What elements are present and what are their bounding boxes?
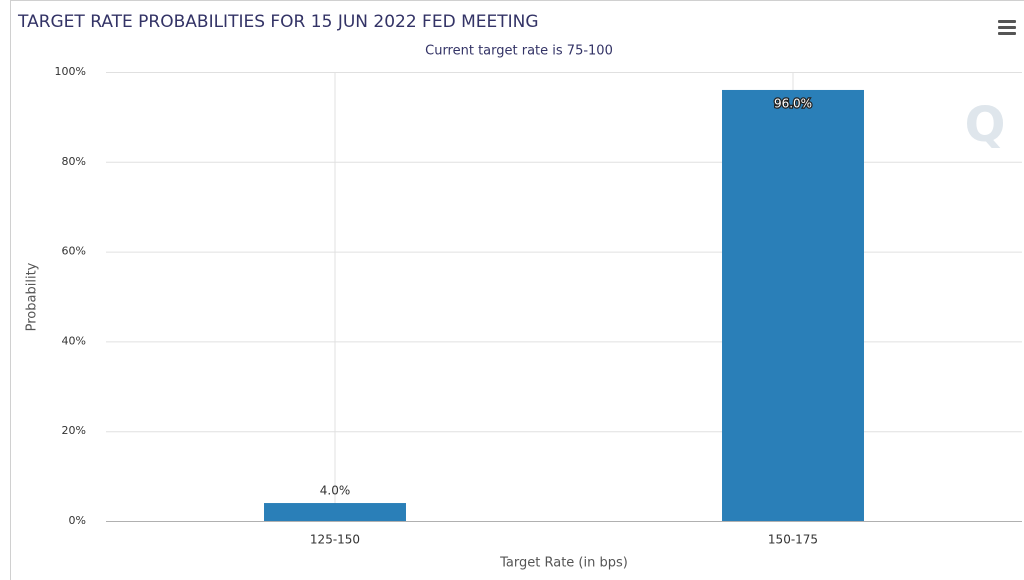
- y-tick-label: 20%: [62, 424, 86, 437]
- bar: [722, 89, 864, 522]
- logo: Q: [965, 97, 1006, 153]
- x-axis-label: Target Rate (in bps): [499, 556, 628, 571]
- chart-subtitle: Current target rate is 75-100: [425, 44, 613, 59]
- data-label: 96.0%: [774, 96, 812, 110]
- y-axis-label: Probability: [25, 262, 40, 331]
- y-tick-label: 40%: [62, 334, 86, 347]
- x-tick-label: 150-175: [768, 533, 818, 547]
- y-tick-label: 60%: [62, 245, 86, 258]
- menu-button[interactable]: [998, 20, 1016, 35]
- menu-bar[interactable]: [998, 32, 1016, 35]
- y-tick-label: 80%: [62, 155, 86, 168]
- chart-title: TARGET RATE PROBABILITIES FOR 15 JUN 202…: [17, 12, 539, 32]
- menu-bar[interactable]: [998, 20, 1016, 23]
- y-tick-label: 100%: [55, 65, 86, 78]
- menu-bar[interactable]: [998, 26, 1016, 29]
- x-tick-label: 125-150: [310, 533, 360, 547]
- data-label: 4.0%: [320, 484, 351, 498]
- y-tick-label: 0%: [69, 514, 86, 527]
- bar: [264, 503, 406, 521]
